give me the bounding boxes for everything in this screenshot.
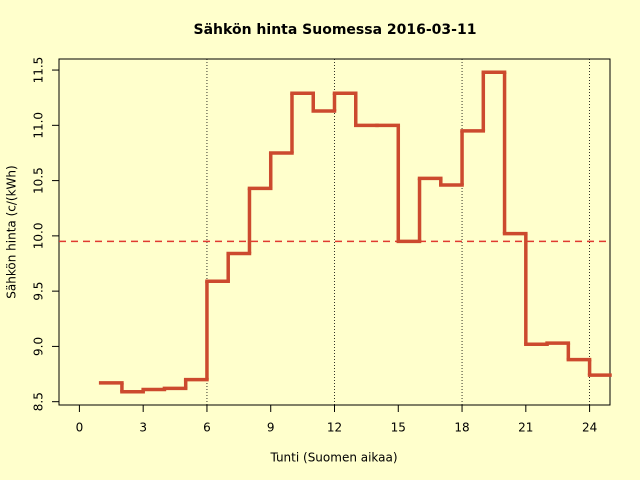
x-tick-label: 9 bbox=[267, 421, 275, 435]
y-tick-label: 10.5 bbox=[32, 167, 46, 194]
chart-title: Sähkön hinta Suomessa 2016-03-11 bbox=[194, 22, 477, 38]
y-tick-label: 8.5 bbox=[32, 392, 46, 411]
x-tick-label: 12 bbox=[327, 421, 342, 435]
x-tick-label: 6 bbox=[203, 421, 211, 435]
y-tick-label: 9.0 bbox=[32, 337, 46, 356]
y-tick-label: 11.5 bbox=[32, 57, 46, 84]
y-tick-label: 9.5 bbox=[32, 282, 46, 301]
x-tick-label: 0 bbox=[76, 421, 84, 435]
x-tick-label: 21 bbox=[518, 421, 533, 435]
x-axis-label: Tunti (Suomen aikaa) bbox=[269, 451, 397, 465]
y-axis-label: Sähkön hinta (c/(kWh) bbox=[5, 165, 19, 298]
y-tick-label: 10.0 bbox=[32, 223, 46, 250]
x-tick-label: 24 bbox=[582, 421, 597, 435]
y-tick-label: 11.0 bbox=[32, 112, 46, 139]
x-tick-label: 3 bbox=[139, 421, 147, 435]
x-tick-label: 15 bbox=[391, 421, 406, 435]
x-tick-label: 18 bbox=[454, 421, 469, 435]
